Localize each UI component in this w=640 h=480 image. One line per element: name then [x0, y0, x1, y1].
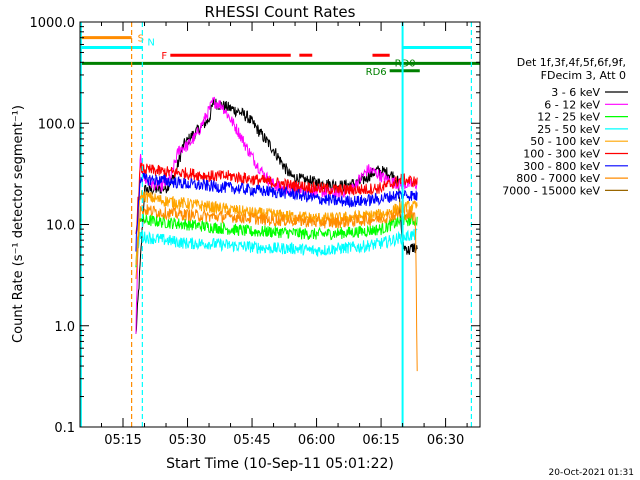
series-line-6 [135, 172, 418, 252]
flag-label-1: N [147, 37, 154, 48]
x-tick-label-4: 06:15 [362, 433, 399, 448]
flag-label-4: RD0 [395, 58, 416, 69]
x-tick-label-3: 06:00 [298, 433, 335, 448]
y-tick-label-2: 10.0 [46, 219, 75, 234]
y-tick-label-4: 1000.0 [30, 16, 76, 31]
series-line-1 [135, 96, 418, 334]
legend-label-7: 800 - 7000 keV [516, 172, 600, 185]
x-tick-label-0: 05:15 [104, 433, 141, 448]
timestamp: 20-Oct-2021 01:31 [549, 468, 634, 478]
y-axis-label: Count Rate (s⁻¹ detector segment⁻¹) [11, 105, 26, 343]
x-tick-label-1: 05:30 [169, 433, 206, 448]
y-tick-label-1: 1.0 [54, 320, 75, 335]
flag-label-0: S [138, 34, 144, 45]
series-line-5 [135, 162, 418, 234]
chart-title: RHESSI Count Rates [205, 3, 356, 21]
legend-label-3: 25 - 50 keV [537, 123, 600, 136]
series-line-3 [135, 228, 418, 266]
legend-label-1: 6 - 12 keV [544, 98, 600, 111]
legend-title-line-1: Det 1f,3f,4f,5f,6f,9f, [517, 56, 626, 69]
series-line-2 [135, 213, 418, 268]
series-line-7 [135, 204, 418, 372]
x-tick-label-2: 05:45 [233, 433, 270, 448]
y-tick-label-0: 0.1 [54, 421, 75, 436]
x-tick-label-5: 06:30 [427, 433, 464, 448]
legend-label-8: 7000 - 15000 keV [502, 184, 600, 197]
chart-axes: 0.1 1.0 10.0 100.0 1000.0 05:15 05:30 05:45 06:0… [30, 16, 480, 448]
chart-series-layer [135, 96, 418, 372]
chart-flag-layer: S NF RD0 RD6 [80, 34, 480, 78]
legend-label-5: 100 - 300 keV [523, 148, 600, 161]
legend-label-4: 50 - 100 keV [530, 135, 600, 148]
flag-label-2: F [161, 51, 167, 62]
x-axis-label: Start Time (10-Sep-11 05:01:22) [166, 456, 394, 472]
legend-label-6: 300 - 800 keV [523, 160, 600, 173]
legend-label-0: 3 - 6 keV [551, 86, 600, 99]
legend-title-line-2: FDecim 3, Att 0 [541, 69, 626, 82]
legend-label-2: 12 - 25 keV [537, 111, 600, 124]
y-tick-label-3: 100.0 [38, 117, 75, 132]
flag-label-5: RD6 [366, 67, 387, 78]
